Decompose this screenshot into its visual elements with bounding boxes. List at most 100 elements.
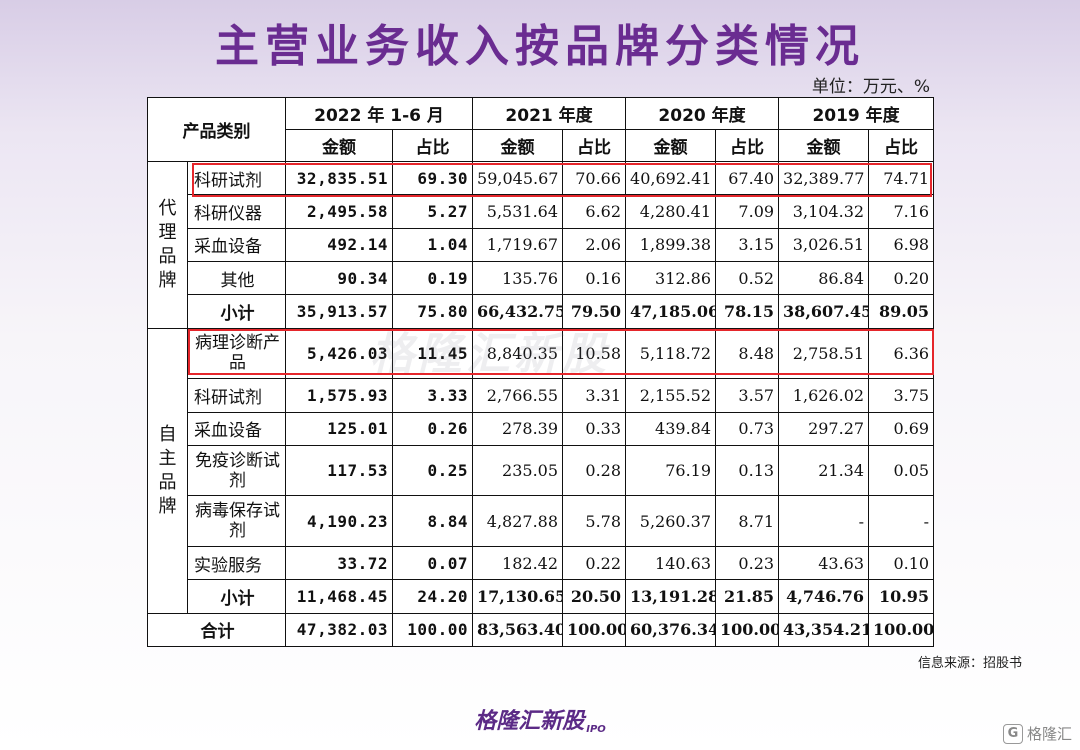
row-label: 免疫诊断试剂 [187,444,286,497]
cell: - [868,495,935,547]
cell: 100.00 [562,612,627,648]
cell: 0.25 [391,444,474,497]
cell: 235.05 [472,444,564,497]
cell: 13,191.28 [625,579,717,614]
cell: 59,045.67 [472,160,564,196]
cell: 79.50 [562,294,627,329]
header-ratio: 占比 [391,129,474,162]
header-period: 2020 年度 [625,97,780,130]
cell: 1,626.02 [778,378,870,413]
cell: 21.85 [715,579,780,614]
header-period: 2021 年度 [472,97,627,130]
table-row: 科研试剂 1,575.93 3.33 2,766.55 3.31 2,155.5… [148,378,935,413]
cell: 1.04 [391,227,474,263]
cell: 40,692.41 [625,160,717,196]
cell: 8.84 [391,495,474,547]
header-amount: 金额 [285,129,393,162]
cell: 100.00 [391,612,474,648]
row-label: 其他 [187,261,286,296]
cell: 10.58 [562,327,627,380]
cell: 5.78 [562,495,627,547]
cell: 47,185.06 [625,294,717,329]
cell: 0.19 [391,261,474,296]
cell: 8,840.35 [472,327,564,380]
gelonghui-logo-icon: G [1002,723,1023,744]
cell: 8.48 [715,327,780,380]
cell: 3.57 [715,378,780,413]
header-amount: 金额 [625,129,717,162]
unit-label: 单位：万元、% [811,77,930,97]
cell: 0.28 [562,444,627,497]
subtotal-row: 小计 11,468.45 24.20 17,130.65 20.50 13,19… [148,579,935,614]
header-ratio: 占比 [562,129,627,162]
cell: 3.33 [391,378,474,413]
cell: 0.23 [715,545,780,581]
cell: 3,026.51 [778,227,870,263]
cell: 2.06 [562,227,627,263]
row-label: 科研仪器 [187,194,286,229]
header-row-metrics: 金额 占比 金额 占比 金额 占比 金额 占比 [148,129,935,162]
cell: 4,827.88 [472,495,564,547]
cell: 8.71 [715,495,780,547]
row-label: 实验服务 [187,545,286,581]
cell: 1,575.93 [285,378,393,413]
cell: 278.39 [472,411,564,446]
cell: 100.00 [868,612,935,648]
row-label: 小计 [187,579,286,614]
corner-watermark: G 格隆汇 [1002,723,1072,744]
row-label: 科研试剂 [187,378,286,413]
header-ratio: 占比 [868,129,935,162]
cell: 4,280.41 [625,194,717,229]
cell: 5,118.72 [625,327,717,380]
cell: 90.34 [285,261,393,296]
cell: 4,190.23 [285,495,393,547]
cell: 33.72 [285,545,393,581]
cell: 20.50 [562,579,627,614]
cell: 5.27 [391,194,474,229]
cell: 47,382.03 [285,612,393,648]
group-agent-brand: 代理品牌 [147,161,188,329]
cell: 6.62 [562,194,627,229]
cell: 75.80 [391,294,474,329]
cell: 7.09 [715,194,780,229]
cell: 3.75 [868,378,935,413]
brand-name: 格隆汇新股 [474,709,585,734]
cell: 5,426.03 [285,327,393,380]
cell: 32,389.77 [778,160,870,196]
cell: 4,746.76 [778,579,870,614]
group-own-brand: 自主品牌 [147,327,188,614]
cell: 0.16 [562,261,627,296]
cell: 10.95 [868,579,935,614]
cell: 0.20 [868,261,935,296]
cell: 2,766.55 [472,378,564,413]
cell: 439.84 [625,411,717,446]
cell: 67.40 [715,160,780,196]
cell: 1,899.38 [625,227,717,263]
table-row: 实验服务 33.72 0.07 182.42 0.22 140.63 0.23 … [148,545,935,581]
header-period: 2019 年度 [778,97,935,130]
cell: 43,354.21 [778,612,870,648]
total-label: 合计 [147,612,286,648]
cell: 24.20 [391,579,474,614]
table-row: 自主品牌 病理诊断产品 5,426.03 11.45 8,840.35 10.5… [147,327,935,614]
cell: 125.01 [285,411,393,446]
cell: 2,758.51 [778,327,870,380]
cell: 32,835.51 [285,160,393,196]
cell: 0.26 [391,411,474,446]
cell: 297.27 [778,411,870,446]
cell: 83,563.40 [472,612,564,648]
row-label: 病毒保存试剂 [187,495,286,547]
cell: 0.13 [715,444,780,497]
header-row-periods: 产品类别 2022 年 1-6 月 2021 年度 2020 年度 2019 年… [147,97,935,162]
cell: 0.10 [868,545,935,581]
cell: 0.52 [715,261,780,296]
cell: 89.05 [868,294,935,329]
cell: 135.76 [472,261,564,296]
cell: 5,531.64 [472,194,564,229]
header-period: 2022 年 1-6 月 [284,97,474,130]
cell: 6.98 [868,227,935,263]
header-category: 产品类别 [147,97,286,162]
cell: 0.33 [562,411,627,446]
corner-text: 格隆汇 [1026,725,1072,743]
table-row: 采血设备 125.01 0.26 278.39 0.33 439.84 0.73… [148,411,935,446]
